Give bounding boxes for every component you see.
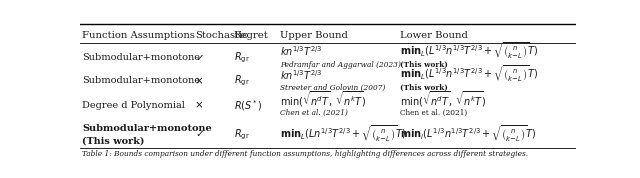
Text: $\mathbf{min}_i(L^{1/3}n^{1/3}T^{2/3} + \sqrt{\binom{n}{k{-}L}}T)$: $\mathbf{min}_i(L^{1/3}n^{1/3}T^{2/3} + …: [400, 124, 537, 145]
Text: ✓: ✓: [195, 129, 204, 139]
Text: Upper Bound: Upper Bound: [280, 31, 348, 40]
Text: (This work): (This work): [400, 61, 448, 69]
Text: (This work): (This work): [83, 136, 145, 145]
Text: $kn^{1/3}T^{2/3}$: $kn^{1/3}T^{2/3}$: [280, 68, 323, 82]
Text: Chen et al. (2021): Chen et al. (2021): [280, 109, 348, 117]
Text: $\mathbf{min}_L(L^{1/3}n^{1/3}T^{2/3} + \sqrt{\binom{n}{k{-}L}}T)$: $\mathbf{min}_L(L^{1/3}n^{1/3}T^{2/3} + …: [400, 41, 539, 62]
Text: ×: ×: [195, 76, 204, 86]
Text: $R(S^*)$: $R(S^*)$: [234, 98, 262, 113]
Text: Function Assumptions: Function Assumptions: [83, 31, 195, 40]
Text: (This work): (This work): [400, 84, 448, 92]
Text: Lower Bound: Lower Bound: [400, 31, 468, 40]
Text: $\mathbf{min}_L(Ln^{1/3}T^{2/3} + \sqrt{\binom{n}{k{-}L}}T)$: $\mathbf{min}_L(Ln^{1/3}T^{2/3} + \sqrt{…: [280, 124, 406, 145]
Text: Streeter and Golovin (2007): Streeter and Golovin (2007): [280, 84, 385, 92]
Text: $R_{\rm gr}$: $R_{\rm gr}$: [234, 51, 250, 65]
Text: $\mathbf{min}_L(L^{1/3}n^{1/3}T^{2/3} + \sqrt{\binom{n}{k{-}L}}T)$: $\mathbf{min}_L(L^{1/3}n^{1/3}T^{2/3} + …: [400, 64, 539, 85]
Text: Submodular+monotone: Submodular+monotone: [83, 124, 212, 133]
Text: $R_{\rm gr}$: $R_{\rm gr}$: [234, 127, 250, 142]
Text: Pedramfar and Aggarwal (2023): Pedramfar and Aggarwal (2023): [280, 61, 401, 69]
Text: Stochastic: Stochastic: [195, 31, 248, 40]
Text: Table 1: Bounds comparison under different function assumptions, highlighting di: Table 1: Bounds comparison under differe…: [83, 150, 529, 158]
Text: $R_{\rm gr}$: $R_{\rm gr}$: [234, 74, 250, 88]
Text: $\min(\sqrt{n^d T},\, \sqrt{n^k T})$: $\min(\sqrt{n^d T},\, \sqrt{n^k T})$: [400, 90, 486, 109]
Text: ×: ×: [195, 101, 204, 111]
Text: $\min(\sqrt{n^d T},\, \sqrt{n^k T})$: $\min(\sqrt{n^d T},\, \sqrt{n^k T})$: [280, 90, 366, 109]
Text: Regret: Regret: [234, 31, 269, 40]
Text: Degree d Polynomial: Degree d Polynomial: [83, 101, 186, 110]
Text: Submodular+monotone: Submodular+monotone: [83, 53, 200, 62]
Text: ✓: ✓: [195, 53, 204, 63]
Text: Chen et al. (2021): Chen et al. (2021): [400, 109, 467, 117]
Text: Submodular+monotone: Submodular+monotone: [83, 77, 200, 85]
Text: $kn^{1/3}T^{2/3}$: $kn^{1/3}T^{2/3}$: [280, 45, 323, 58]
